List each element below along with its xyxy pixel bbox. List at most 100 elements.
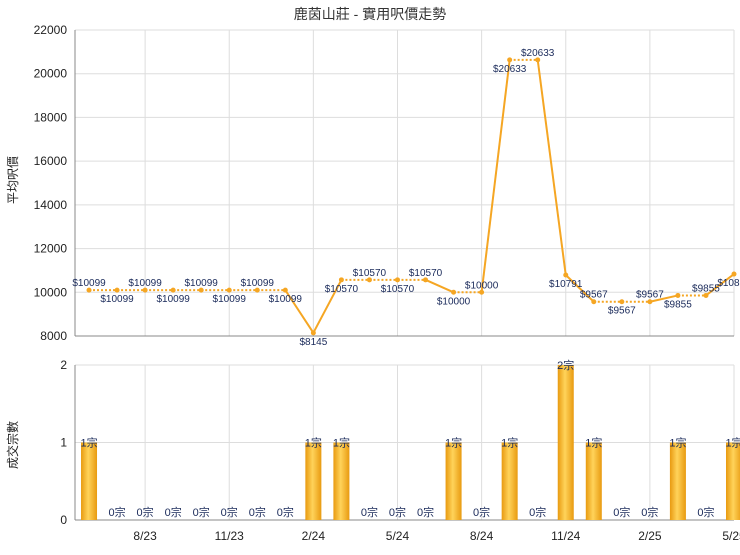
price-data-label: $8145 [299,337,327,348]
count-data-label: 0宗 [165,505,182,519]
count-data-label: 1宗 [725,436,740,450]
count-plot: 0 1 2 8/23 11/23 2/24 5/24 8/24 11/24 2/25 5/25 1宗 0… [60,358,740,543]
chart-title: 鹿茵山莊 - 實用呎價走勢 [294,6,446,22]
x-tick-label: 2/24 [302,529,326,543]
count-data-label: 2宗 [557,358,574,372]
price-data-label: $10791 [549,279,583,290]
price-y-tick-label: 16000 [34,154,68,168]
price-y-tick-label: 22000 [34,23,68,37]
x-tick-label: 11/23 [215,529,244,543]
price-point [338,277,344,283]
count-data-label: 0宗 [417,505,434,519]
price-line-segment [480,59,511,293]
price-y-tick-label: 8000 [40,329,67,343]
count-bar [585,442,602,520]
price-line-segment [705,273,735,297]
price-point [507,57,513,63]
count-data-label: 0宗 [613,505,630,519]
count-y-axis-label: 成交宗數 [5,421,20,469]
price-data-label: $10834 [717,278,740,289]
count-data-label: 0宗 [221,505,238,519]
price-data-label: $9567 [636,290,664,301]
price-point [198,287,204,293]
count-data-label: 1宗 [445,436,462,450]
count-data-label: 0宗 [473,505,490,519]
count-data-label: 0宗 [249,505,266,519]
x-tick-label: 11/24 [551,529,580,543]
price-data-label: $10000 [465,280,499,291]
price-point [282,287,288,293]
price-point [142,287,148,293]
price-data-label: $10099 [185,278,219,289]
x-tick-label: 2/25 [638,529,662,543]
price-data-label: $10099 [72,278,106,289]
price-y-axis-label: 平均呎價 [6,156,20,204]
price-line-segment [536,59,567,276]
price-y-tick-label: 10000 [34,285,68,299]
x-tick-label: 8/23 [133,529,157,543]
count-bar [501,442,518,520]
count-y-tick-label: 0 [60,513,67,527]
price-data-label: $20633 [521,48,555,59]
price-point [86,287,92,293]
price-y-tick-label: 18000 [34,110,68,124]
price-data-label: $10570 [353,268,387,279]
count-data-label: 0宗 [529,505,546,519]
price-plot: 8000 10000 12000 14000 16000 18000 20000 22000 $… [34,23,740,348]
count-data-label: 1宗 [80,436,97,450]
price-data-label: $10570 [325,284,359,295]
price-data-label: $10570 [381,284,415,295]
price-data-label: $9855 [692,283,720,294]
count-data-label: 0宗 [641,505,658,519]
count-data-label: 1宗 [501,436,518,450]
count-data-label: 0宗 [277,505,294,519]
count-bar [557,365,574,520]
price-data-label: $10099 [100,294,134,305]
count-data-label: 0宗 [193,505,210,519]
count-bar [305,442,322,520]
price-point [451,289,457,295]
price-data-label: $10099 [128,278,162,289]
price-point [254,287,260,293]
price-data-label: $9567 [580,290,608,301]
price-point [394,277,400,283]
price-data-label: $20633 [493,64,527,75]
price-y-tick-label: 12000 [34,242,68,256]
price-point [563,272,569,278]
price-point [479,289,485,295]
price-point [675,292,681,298]
price-data-label: $10099 [213,294,247,305]
price-data-label: $10099 [156,294,190,305]
price-point [535,57,541,63]
price-point [731,271,737,277]
price-data-label: $9855 [664,299,692,310]
price-line-segment [312,279,343,334]
price-point [423,277,429,283]
count-y-tick-label: 1 [60,436,67,450]
price-point [619,299,625,305]
x-tick-label: 5/24 [386,529,410,543]
price-line-segment [649,294,679,303]
price-data-label: $10000 [437,296,471,307]
count-data-label: 0宗 [361,505,378,519]
price-data-label: $9567 [608,306,636,317]
count-data-label: 1宗 [669,436,686,450]
price-line-segment [565,274,595,303]
price-point [310,330,316,336]
count-data-label: 1宗 [333,436,350,450]
price-point [591,299,597,305]
price-point [114,287,120,293]
price-data-label: $10570 [409,268,443,279]
count-bar [81,442,98,520]
price-point [226,287,232,293]
price-y-tick-label: 20000 [34,67,68,81]
count-data-label: 1宗 [585,436,602,450]
price-point [366,277,372,283]
count-y-tick-label: 2 [60,358,67,372]
price-point [703,292,709,298]
x-tick-label: 5/25 [722,529,740,543]
count-bar [333,442,350,520]
price-data-label: $10099 [241,278,275,289]
